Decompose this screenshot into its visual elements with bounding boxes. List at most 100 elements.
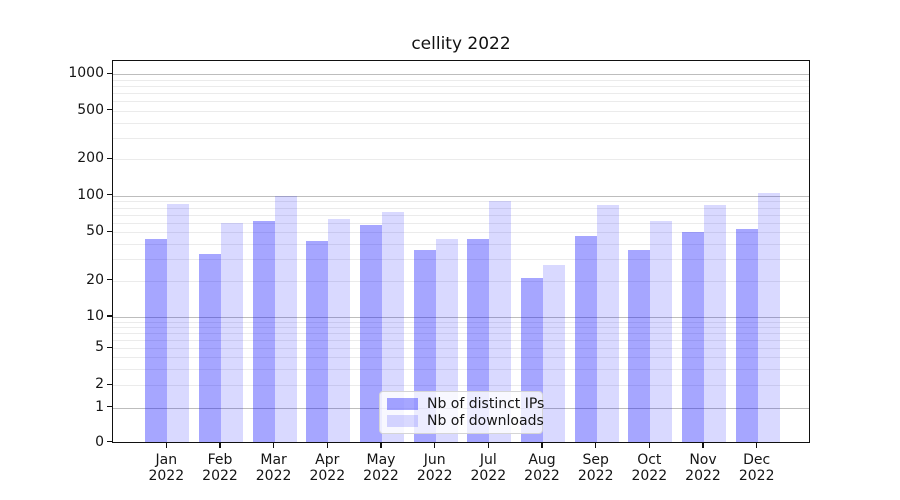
- grid-line-minor: [113, 333, 809, 335]
- grid-line-major: [113, 74, 809, 76]
- x-axis-tick-label: Aug 2022: [524, 452, 560, 484]
- grid-line-minor: [113, 122, 809, 124]
- y-axis-tick-label: 5: [95, 339, 104, 356]
- grid-line-minor: [113, 232, 809, 234]
- bar-downloads: [489, 201, 512, 442]
- grid-line-minor: [113, 244, 809, 245]
- bar-distinct-ips: [145, 239, 168, 442]
- bar-downloads: [650, 220, 673, 442]
- bar-downloads: [543, 264, 565, 442]
- x-axis-tick-label: Jan 2022: [148, 452, 185, 484]
- x-axis-tick-mark: [326, 443, 328, 448]
- grid-line-major: [113, 317, 809, 319]
- grid-line-major: [113, 195, 809, 197]
- grid-line-minor: [113, 159, 809, 161]
- bar-distinct-ips: [199, 254, 221, 442]
- grid-line-minor: [113, 280, 809, 282]
- x-axis-tick-mark: [219, 443, 221, 448]
- legend-item: Nb of distinct IPs: [387, 396, 544, 413]
- y-axis-tick-label: 0: [95, 433, 104, 450]
- grid-line-minor: [113, 110, 809, 112]
- grid-line-minor: [113, 368, 809, 370]
- bar-distinct-ips: [252, 220, 275, 442]
- grid-line-minor: [113, 327, 809, 329]
- grid-line-minor: [113, 79, 809, 81]
- bar-distinct-ips: [735, 229, 758, 442]
- x-axis-tick-label: Apr 2022: [309, 452, 346, 484]
- y-axis-tick-label: 2: [95, 376, 104, 393]
- y-axis-tick-mark: [107, 230, 112, 232]
- x-axis-tick-mark: [272, 443, 275, 448]
- x-axis-tick-label: Mar 2022: [255, 452, 292, 484]
- y-axis-tick-mark: [107, 405, 112, 408]
- bar-downloads: [167, 204, 190, 442]
- grid-line-minor: [113, 222, 809, 224]
- legend-label: Nb of distinct IPs: [427, 396, 545, 413]
- grid-line-minor: [113, 259, 809, 261]
- y-axis-tick-mark: [107, 346, 112, 348]
- grid-line-minor: [113, 137, 809, 139]
- y-axis-tick-mark: [107, 278, 112, 281]
- x-axis-tick-label: Feb 2022: [202, 452, 238, 484]
- x-axis-tick-mark: [165, 443, 167, 448]
- bar-downloads: [382, 212, 404, 442]
- bar-distinct-ips: [306, 241, 329, 442]
- y-axis-tick-mark: [107, 194, 112, 196]
- grid-line-minor: [113, 357, 809, 359]
- legend-swatch-downloads: [387, 414, 418, 427]
- bar-downloads: [221, 222, 243, 442]
- y-axis-tick-mark: [107, 383, 112, 385]
- bar-distinct-ips: [574, 235, 597, 442]
- x-axis-tick-mark: [434, 443, 436, 448]
- chart-title: cellity 2022: [411, 34, 511, 54]
- x-axis-tick-label: Sep 2022: [577, 452, 614, 484]
- bar-downloads: [596, 204, 619, 442]
- grid-line-minor: [113, 348, 809, 350]
- grid-line-minor: [113, 86, 809, 88]
- grid-line-minor: [113, 214, 809, 216]
- x-axis-tick-label: Jun 2022: [416, 452, 453, 484]
- x-axis-tick-mark: [648, 443, 650, 448]
- grid-line-minor: [113, 340, 809, 342]
- legend-swatch-distinct-ips: [387, 398, 418, 411]
- x-axis-tick-mark: [541, 443, 543, 448]
- legend-label: Nb of downloads: [427, 412, 544, 429]
- legend: Nb of distinct IPs Nb of downloads: [379, 391, 544, 434]
- x-axis-tick-label: May 2022: [363, 452, 399, 484]
- y-axis-tick-mark: [107, 72, 112, 74]
- plot-area: Nb of distinct IPs Nb of downloads: [112, 60, 810, 443]
- bar-downloads: [328, 219, 351, 442]
- y-axis-tick-mark: [107, 109, 112, 111]
- bar-distinct-ips: [360, 225, 382, 442]
- x-axis-tick-label: Dec 2022: [738, 452, 775, 484]
- x-axis-tick-mark: [702, 443, 704, 448]
- y-axis-tick-label: 500: [77, 101, 104, 118]
- y-axis-tick-mark: [107, 157, 112, 159]
- grid-line-minor: [113, 201, 809, 203]
- x-axis-tick-mark: [756, 443, 758, 448]
- x-axis-tick-mark: [595, 443, 597, 448]
- y-axis-tick-label: 100: [77, 186, 104, 203]
- bar-downloads: [757, 192, 780, 442]
- legend-item: Nb of downloads: [387, 413, 544, 430]
- grid-line-minor: [113, 101, 809, 103]
- y-axis-tick-label: 10: [86, 308, 104, 325]
- x-axis-tick-mark: [380, 443, 382, 448]
- bar-distinct-ips: [628, 249, 651, 442]
- bar-downloads: [704, 204, 726, 442]
- y-axis-tick-label: 1000: [68, 65, 104, 82]
- x-axis-tick-label: Jul 2022: [470, 452, 507, 484]
- grid-line-minor: [113, 207, 809, 209]
- x-axis-tick-label: Oct 2022: [631, 452, 668, 484]
- grid-line-minor: [113, 93, 809, 95]
- x-axis-tick-label: Nov 2022: [685, 452, 721, 484]
- y-axis-tick-mark: [107, 441, 112, 443]
- y-axis-tick-label: 50: [86, 223, 104, 240]
- bar-distinct-ips: [682, 232, 704, 442]
- y-axis-tick-mark: [107, 315, 112, 317]
- grid-line-minor: [113, 385, 809, 387]
- x-axis-tick-mark: [487, 443, 489, 448]
- y-axis-tick-label: 20: [86, 271, 104, 288]
- bar-downloads: [274, 195, 297, 442]
